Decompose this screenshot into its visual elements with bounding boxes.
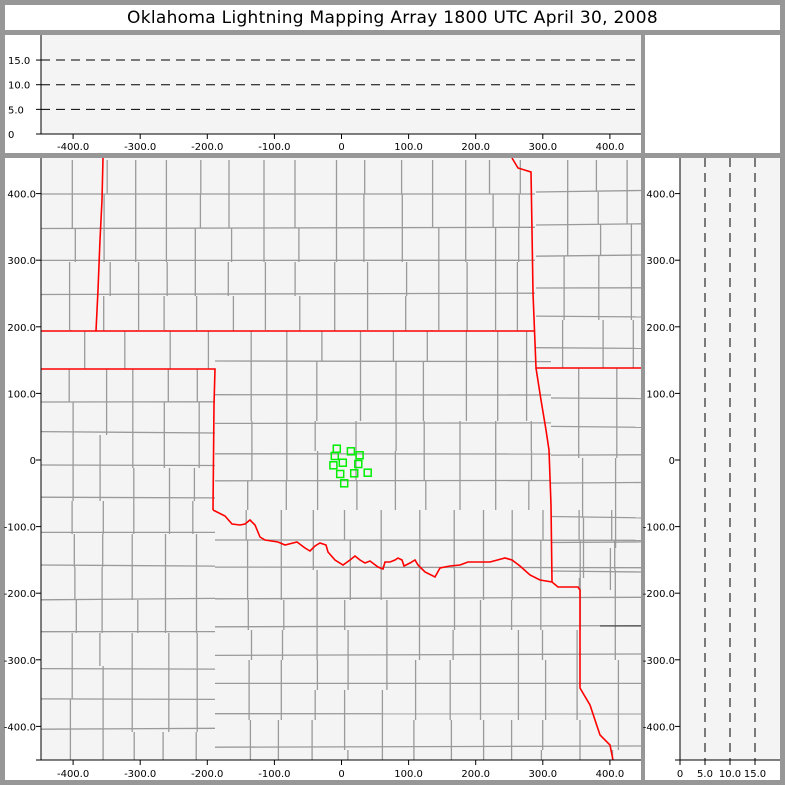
lightning-source-marker — [354, 459, 363, 469]
county-line — [214, 653, 641, 657]
lightning-source-marker — [346, 447, 356, 456]
county-boundaries — [41, 160, 641, 760]
map-y-tick-label: -300.0 — [4, 656, 36, 667]
county-line — [41, 430, 216, 434]
county-line — [550, 481, 641, 484]
side-y-tick-label: -400.0 — [643, 722, 675, 733]
map-x-tick-label: 400.0 — [596, 769, 625, 780]
county-line — [41, 564, 216, 567]
side-x-tick-label: 15.0 — [744, 769, 766, 780]
map-x-tick-label: 200.0 — [461, 769, 490, 780]
state-border — [95, 158, 104, 332]
top-y-tick-label: 10.0 — [8, 81, 30, 92]
side-x-tick-label: 5.0 — [697, 769, 713, 780]
empty-corner-panel — [645, 35, 780, 153]
county-line — [214, 624, 641, 628]
county-line — [535, 347, 641, 350]
map-y-tick-label: 200.0 — [7, 323, 36, 334]
county-line — [41, 292, 536, 296]
county-line — [41, 698, 216, 701]
map-x-tick-label: -100.0 — [258, 769, 290, 780]
lightning-source-marker — [338, 458, 348, 467]
state-border — [535, 367, 553, 583]
side-y-tick-label: 300.0 — [646, 256, 675, 267]
side-y-tick-label: 100.0 — [646, 389, 675, 400]
top-x-tick-label: -100.0 — [258, 142, 290, 153]
side-y-tick-label: 400.0 — [646, 190, 675, 201]
state-border — [212, 509, 614, 760]
county-line — [214, 422, 552, 425]
top-y-tick-label: 5.0 — [8, 105, 24, 116]
map-x-tick-label: -400.0 — [57, 769, 89, 780]
map-y-tick-label: 400.0 — [7, 190, 36, 201]
top-x-tick-label: -400.0 — [57, 142, 89, 153]
map-x-tick-label: -300.0 — [124, 769, 156, 780]
map-y-tick-label: 100.0 — [7, 389, 36, 400]
county-line — [41, 496, 216, 499]
map-y-tick-label: -400.0 — [4, 722, 36, 733]
lightning-source-marker — [329, 461, 338, 470]
map-x-tick-label: 100.0 — [394, 769, 423, 780]
county-line — [41, 667, 216, 670]
county-line — [535, 315, 641, 318]
top-y-tick-label: 0 — [8, 130, 14, 141]
county-line — [535, 254, 641, 257]
map-x-tick-label: 300.0 — [528, 769, 557, 780]
top-x-tick-label: 400.0 — [596, 142, 625, 153]
lightning-source-marker — [349, 469, 359, 478]
county-line — [550, 397, 641, 400]
county-line — [535, 223, 641, 226]
top-y-tick-label: 15.0 — [8, 56, 30, 67]
lightning-sources — [329, 444, 372, 488]
county-line — [214, 596, 641, 600]
county-line — [41, 226, 536, 230]
map-y-tick-label: 0 — [30, 456, 36, 467]
side-y-tick-label: -300.0 — [643, 656, 675, 667]
county-line — [550, 515, 641, 519]
map-y-tick-label: -100.0 — [4, 523, 36, 534]
county-line — [41, 727, 216, 730]
lightning-source-marker — [363, 468, 372, 477]
county-line — [550, 541, 641, 544]
county-line — [41, 597, 216, 601]
state-border — [41, 368, 216, 511]
state-boundaries — [41, 158, 641, 760]
lightning-source-marker — [335, 469, 345, 479]
side-y-tick-label: -100.0 — [643, 523, 675, 534]
top-x-tick-label: 100.0 — [394, 142, 423, 153]
county-line — [214, 360, 552, 363]
top-x-tick-label: 0 — [338, 142, 344, 153]
title-bar: Oklahoma Lightning Mapping Array 1800 UT… — [5, 5, 780, 30]
side-y-tick-label: 0 — [669, 456, 675, 467]
side-x-tick-label: 10.0 — [719, 769, 741, 780]
top-x-tick-label: 300.0 — [528, 142, 557, 153]
map-x-tick-label: 0 — [338, 769, 344, 780]
lightning-source-marker — [339, 479, 349, 488]
top-x-tick-label: 200.0 — [461, 142, 490, 153]
county-line — [214, 745, 641, 748]
lightning-source-marker — [355, 451, 364, 460]
side-x-tick-label: 0 — [677, 769, 683, 780]
axes: 05.010.015.0-400.0 -300.0 -200.0 -100.0 0 100… — [4, 35, 780, 780]
county-line — [535, 189, 641, 193]
map-y-tick-label: -200.0 — [4, 589, 36, 600]
map-x-tick-label: -200.0 — [191, 769, 223, 780]
side-y-tick-label: -200.0 — [643, 589, 675, 600]
lightning-source-marker — [330, 451, 340, 461]
county-line — [550, 425, 641, 428]
plot-title: Oklahoma Lightning Mapping Array 1800 UT… — [127, 8, 658, 28]
side-y-tick-label: 200.0 — [646, 323, 675, 334]
map-y-tick-label: 300.0 — [7, 256, 36, 267]
county-line — [550, 570, 641, 573]
county-line — [214, 566, 641, 569]
top-x-tick-label: -200.0 — [191, 142, 223, 153]
top-x-tick-label: -300.0 — [124, 142, 156, 153]
county-line — [41, 464, 216, 467]
